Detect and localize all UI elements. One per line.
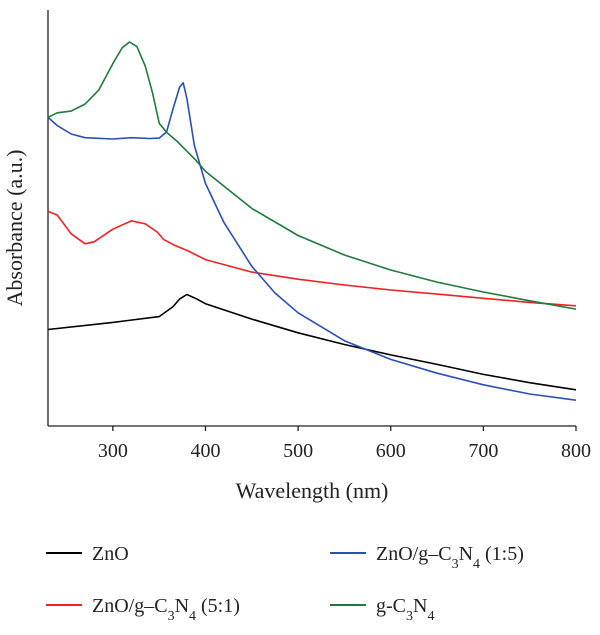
- plot-curves: [47, 41, 577, 401]
- y-axis-title: Absorbance (a.u.): [2, 150, 27, 307]
- plot-frame: [47, 10, 576, 427]
- series-line-3: [47, 41, 577, 310]
- x-tick-label: 300: [98, 440, 128, 462]
- legend-label: g-C3N4: [376, 595, 434, 624]
- x-tick-label: 500: [283, 440, 313, 462]
- x-tick-label: 800: [561, 440, 591, 462]
- x-tick-label: 700: [468, 440, 498, 462]
- x-tick-label: 400: [190, 440, 220, 462]
- x-axis-title: Wavelength (nm): [236, 478, 389, 503]
- legend: ZnO ZnO/g–C3N4 (1:5) ZnO/g–C3N4 (5:1) g-C3N…: [46, 543, 524, 624]
- series-line-1: [47, 210, 577, 307]
- x-tick-label: 600: [376, 440, 406, 462]
- legend-label: ZnO: [92, 543, 129, 565]
- series-line-2: [47, 82, 577, 401]
- legend-label: ZnO/g–C3N4 (1:5): [376, 543, 524, 572]
- x-axis-ticks: 300 400 500 600 700 800: [98, 426, 591, 462]
- legend-label: ZnO/g–C3N4 (5:1): [92, 595, 240, 624]
- series-line-0: [47, 293, 577, 391]
